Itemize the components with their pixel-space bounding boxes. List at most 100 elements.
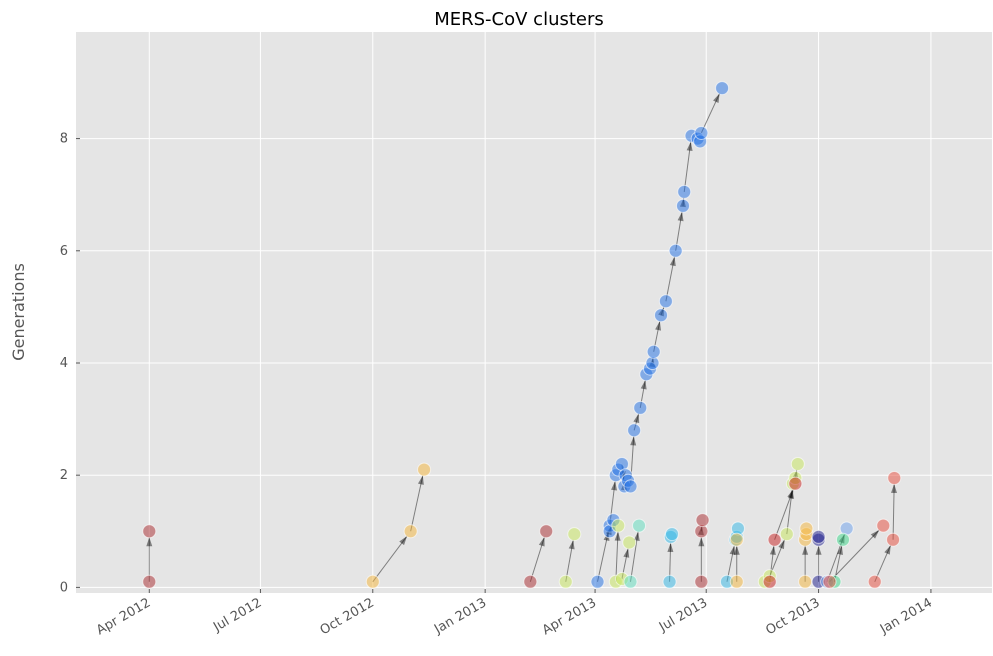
transmission-arrowhead (788, 489, 795, 499)
case-point (779, 527, 794, 542)
transmission-arrow (829, 529, 880, 583)
y-axis-label: Generations (9, 263, 28, 361)
case-point (417, 462, 432, 477)
case-point (539, 524, 554, 539)
transmission-arrowhead (399, 536, 408, 546)
case-point (662, 574, 677, 589)
case-point (676, 198, 691, 213)
case-point (677, 184, 692, 199)
case-points (142, 81, 902, 589)
case-point (623, 479, 638, 494)
case-point (729, 574, 744, 589)
transmission-arrow (683, 141, 692, 192)
transmission-arrowhead (655, 321, 662, 331)
transmission-arrowhead (802, 545, 809, 555)
transmission-arrowhead (633, 531, 640, 541)
transmission-arrowhead (669, 256, 676, 267)
transmission-arrowhead (769, 545, 776, 555)
transmission-arrow (665, 256, 676, 302)
x-axis-ticks: Apr 2012 Jul 2012 Oct 2012 Jan 2013 Apr 2013… (94, 589, 935, 638)
transmission-arrowhead (733, 545, 740, 555)
case-point (886, 532, 901, 547)
case-point (590, 574, 605, 589)
case-point (788, 476, 803, 491)
case-point (623, 574, 638, 589)
case-point (558, 574, 573, 589)
transmission-arrowhead (623, 548, 630, 558)
plot-background (76, 32, 992, 593)
case-point (646, 344, 661, 359)
transmission-arrowhead (630, 436, 637, 446)
transmission-arrowhead (837, 545, 843, 556)
case-point (811, 529, 826, 544)
case-point (695, 513, 710, 528)
case-point (715, 81, 730, 96)
transmission-arrow (565, 539, 574, 582)
case-point (611, 518, 626, 533)
case-point (658, 294, 673, 309)
case-point (798, 574, 813, 589)
y-axis-ticks: 0 2 4 6 8 (60, 132, 80, 595)
transmission-arrowhead (870, 530, 880, 539)
case-point (767, 532, 782, 547)
case-point (403, 524, 418, 539)
x-tick-label: Jul 2013 (656, 595, 710, 635)
transmission-arrow (615, 531, 619, 582)
case-point (822, 574, 837, 589)
case-point (887, 470, 902, 485)
x-tick-label: Apr 2012 (94, 595, 153, 638)
transmission-arrowhead (417, 475, 424, 485)
x-tick-label: Jan 2014 (877, 595, 935, 637)
transmission-arrowhead (890, 483, 897, 494)
case-point (567, 527, 582, 542)
y-tick-label: 4 (60, 356, 68, 371)
transmission-arrow (774, 489, 794, 540)
transmission-arrowhead (568, 540, 575, 550)
x-tick-label: Apr 2013 (540, 595, 599, 638)
case-point (665, 527, 680, 542)
y-tick-label: 2 (60, 468, 68, 483)
case-point (867, 574, 882, 589)
transmission-arrow (700, 93, 721, 134)
transmission-arrowhead (698, 537, 705, 547)
case-point (790, 456, 805, 471)
transmission-arrow (629, 531, 639, 582)
transmission-arrowhead (667, 542, 674, 552)
transmission-arrow (529, 536, 545, 582)
transmission-arrowhead (778, 539, 785, 550)
case-point (799, 521, 814, 536)
transmission-arrowhead (884, 545, 891, 555)
case-point (622, 535, 637, 550)
grid-lines (76, 32, 992, 593)
transmission-arrowhead (146, 537, 153, 547)
x-tick-label: Jan 2013 (431, 595, 489, 637)
transmission-arrow (786, 489, 793, 535)
transmission-arrowhead (611, 481, 618, 491)
x-tick-label: Oct 2012 (318, 595, 377, 638)
case-point (654, 308, 669, 323)
case-point (523, 574, 538, 589)
transmission-arrowhead (633, 413, 640, 424)
case-point (876, 518, 891, 533)
case-point (835, 532, 850, 547)
case-point (668, 243, 683, 258)
y-tick-label: 8 (60, 132, 68, 147)
case-point (694, 574, 709, 589)
transmission-arrowhead (729, 545, 736, 556)
y-tick-label: 0 (60, 580, 68, 595)
case-point (627, 423, 642, 438)
transmission-arrowhead (815, 545, 822, 555)
transmission-arrowhead (677, 211, 684, 222)
case-point (633, 400, 648, 415)
transmission-arrowhead (713, 93, 720, 103)
case-point (729, 532, 744, 547)
transmission-arrowhead (686, 141, 693, 152)
x-tick-label: Oct 2013 (763, 595, 822, 638)
case-point (142, 524, 157, 539)
case-point (694, 125, 709, 140)
transmission-arrow (372, 535, 408, 583)
transmission-arrow (892, 483, 895, 540)
case-point (632, 518, 647, 533)
